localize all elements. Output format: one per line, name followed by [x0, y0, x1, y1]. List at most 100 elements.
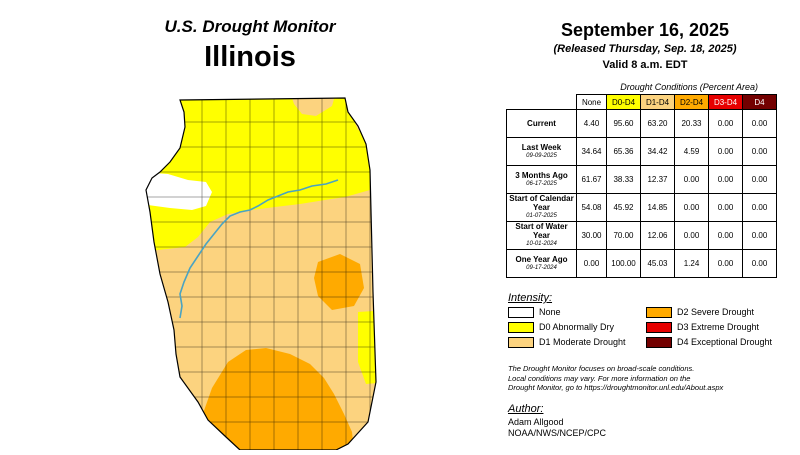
map-fill-regions [146, 98, 376, 450]
table-row: Last Week 09-09-2025 34.64 65.36 34.42 4.… [506, 137, 777, 166]
row-label-text: Start of Water Year [515, 222, 568, 240]
monitor-notes: The Drought Monitor focuses on broad-sca… [508, 364, 793, 393]
row-label: Current [506, 109, 577, 138]
row-date: 10-01-2024 [526, 241, 557, 247]
table-row: Start of Calendar Year 01-07-2025 54.08 4… [506, 193, 777, 222]
table-cell: 54.08 [576, 193, 607, 222]
row-date: 09-09-2025 [526, 152, 557, 159]
table-cell: 0.00 [708, 137, 743, 166]
map-svg [145, 97, 377, 451]
author-title: Author: [508, 403, 544, 415]
illinois-drought-map [140, 92, 390, 451]
legend-item-d0: D0 Abnormally Dry [508, 321, 614, 333]
row-label-text: Start of Calendar Year [509, 194, 574, 212]
table-cell: 0.00 [742, 249, 777, 278]
row-label: Start of Water Year 10-01-2024 [506, 221, 577, 250]
table-row: One Year Ago 09-17-2024 0.00 100.00 45.03… [506, 249, 777, 278]
row-label: 3 Months Ago 06-17-2025 [506, 165, 577, 194]
row-date: 06-17-2025 [526, 180, 557, 187]
note-line: Local conditions may vary. For more info… [508, 373, 691, 383]
table-row: 3 Months Ago 06-17-2025 61.67 38.33 12.37… [506, 165, 777, 194]
table-cell: 0.00 [674, 165, 709, 194]
row-label-text: Last Week [521, 142, 562, 152]
column-header: D2-D4 [674, 94, 709, 110]
monitor-title: U.S. Drought Monitor [164, 17, 336, 36]
note-line: Drought Monitor, go to https://droughtmo… [508, 383, 724, 392]
table-cell: 70.00 [606, 221, 641, 250]
map-date: September 16, 2025 [560, 20, 730, 40]
illinois-river [179, 179, 339, 319]
author-org: NOAA/NWS/NCEP/CPC [508, 428, 607, 438]
table-cell: 0.00 [708, 249, 743, 278]
d2-region-east [314, 254, 364, 310]
table-cell: 95.60 [606, 109, 641, 138]
table-cell: 12.37 [640, 165, 675, 194]
stats-caption: Drought Conditions (Percent Area) [620, 82, 758, 92]
legend-label: None [539, 307, 561, 317]
row-label: Start of Calendar Year 01-07-2025 [506, 193, 577, 222]
table-cell: 45.03 [640, 249, 675, 278]
table-cell: 0.00 [708, 193, 743, 222]
legend-swatch-d4 [646, 336, 672, 348]
d2-region-south [200, 348, 354, 450]
table-cell: 38.33 [606, 165, 641, 194]
table-cell: 0.00 [742, 109, 777, 138]
table-cell: 0.00 [576, 249, 607, 278]
legend-label: D2 Severe Drought [677, 307, 755, 317]
table-row: Start of Water Year 10-01-2024 30.00 70.0… [506, 221, 777, 250]
legend-item-d4: D4 Exceptional Drought [646, 336, 772, 348]
column-header: D4 [742, 94, 777, 110]
table-cell: 30.00 [576, 221, 607, 250]
note-line: The Drought Monitor focuses on broad-sca… [508, 364, 695, 373]
column-header: D3-D4 [708, 94, 743, 110]
row-date: 09-17-2024 [526, 264, 557, 271]
table-cell: 4.40 [576, 109, 607, 138]
table-cell: 4.59 [674, 137, 709, 166]
map-title-block: U.S. Drought Monitor Illinois [120, 16, 380, 74]
legend-swatch-d1 [508, 336, 534, 348]
table-cell: 34.64 [576, 137, 607, 166]
legend-swatch-d0 [508, 321, 534, 333]
legend-item-d2: D2 Severe Drought [646, 306, 754, 318]
table-cell: 1.24 [674, 249, 709, 278]
table-cell: 0.00 [708, 221, 743, 250]
drought-stats-table: None D0-D4 D1-D4 D2-D4 D3-D4 D4 Current … [506, 94, 777, 278]
row-date: 01-07-2025 [526, 213, 557, 219]
state-title: Illinois [204, 41, 296, 73]
table-cell: 63.20 [640, 109, 675, 138]
column-header: D0-D4 [606, 94, 641, 110]
release-date: (Released Thursday, Sep. 18, 2025) [553, 43, 737, 55]
legend-item-none: None [508, 306, 561, 318]
table-cell: 0.00 [742, 165, 777, 194]
table-cell: 20.33 [674, 109, 709, 138]
date-block: September 16, 2025 (Released Thursday, S… [500, 18, 790, 73]
column-header: None [576, 94, 607, 110]
table-row: Current 4.40 95.60 63.20 20.33 0.00 0.00 [506, 109, 777, 138]
table-cell: 0.00 [708, 109, 743, 138]
table-header-row: None D0-D4 D1-D4 D2-D4 D3-D4 D4 [507, 94, 777, 110]
legend-item-d1: D1 Moderate Drought [508, 336, 626, 348]
legend-swatch-none [508, 306, 534, 318]
table-cell: 12.06 [640, 221, 675, 250]
valid-time: Valid 8 a.m. EDT [602, 59, 688, 71]
table-cell: 0.00 [674, 221, 709, 250]
legend-label: D3 Extreme Drought [677, 322, 760, 332]
row-label-text: Current [527, 119, 556, 128]
row-label: Last Week 09-09-2025 [506, 137, 577, 166]
column-header: D1-D4 [640, 94, 675, 110]
legend-label: D4 Exceptional Drought [677, 337, 773, 347]
state-outline [145, 97, 377, 451]
author-name: Adam Allgood [508, 417, 564, 427]
table-cell: 34.42 [640, 137, 675, 166]
legend-title: Intensity: [508, 292, 553, 304]
row-label-text: One Year Ago [515, 254, 568, 264]
table-cell: 100.00 [606, 249, 641, 278]
none-region-northwest [146, 172, 212, 210]
author-block: Adam Allgood NOAA/NWS/NCEP/CPC [508, 417, 606, 439]
table-cell: 61.67 [576, 165, 607, 194]
table-cell: 0.00 [708, 165, 743, 194]
d1-region-north-central [290, 98, 336, 116]
table-cell: 0.00 [742, 137, 777, 166]
row-label: One Year Ago 09-17-2024 [506, 249, 577, 278]
legend-item-d3: D3 Extreme Drought [646, 321, 759, 333]
